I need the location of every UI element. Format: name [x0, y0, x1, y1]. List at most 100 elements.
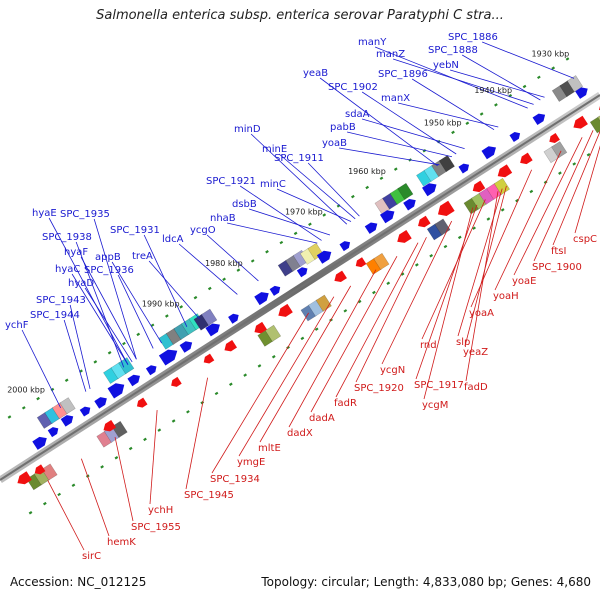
- leader-line-forward: [206, 234, 259, 282]
- gene-label-reverse: SPC_1934: [210, 474, 260, 485]
- leader-line-reverse: [381, 220, 453, 365]
- gene-arrow-forward: [296, 267, 308, 278]
- gene-label-forward: manZ: [376, 49, 405, 60]
- gene-arrow-forward: [205, 323, 220, 337]
- gene-arrow-forward: [269, 285, 281, 296]
- leader-line-reverse: [335, 242, 419, 398]
- leader-line-forward: [226, 222, 318, 244]
- tick-mark: [107, 351, 112, 355]
- gene-arrow-reverse: [254, 321, 267, 334]
- kbp-tick-label: 1970 kbp: [285, 207, 323, 216]
- leader-line-reverse: [465, 191, 499, 382]
- gene-label-forward: minE: [262, 144, 287, 155]
- gene-arrow-reverse: [34, 464, 46, 475]
- gene-label-forward: manY: [358, 37, 387, 48]
- gene-label-forward: yeaB: [303, 68, 328, 79]
- gene-label-forward: SPC_1896: [378, 69, 428, 80]
- kbp-tick-label: 1980 kbp: [205, 259, 243, 268]
- tick-mark: [157, 428, 162, 432]
- leader-line-reverse: [457, 188, 503, 337]
- gene-arrow-reverse: [171, 376, 182, 387]
- tick-mark: [486, 217, 491, 221]
- map-title: Salmonella enterica subsp. enterica sero…: [96, 8, 504, 23]
- gene-label-forward: SPC_1944: [30, 310, 80, 321]
- tick-mark: [257, 364, 262, 368]
- leader-line-reverse: [238, 296, 335, 457]
- leader-line-forward: [143, 234, 188, 327]
- gene-arrow-forward: [32, 436, 47, 450]
- leader-line-forward: [63, 319, 87, 392]
- gene-arrow-reverse: [397, 229, 412, 243]
- tick-mark: [279, 240, 284, 245]
- leader-line-forward: [84, 287, 133, 363]
- tick-mark: [415, 263, 419, 267]
- gene-label-forward: yoaB: [322, 138, 347, 149]
- tick-mark: [122, 341, 126, 346]
- gene-arrow-forward: [79, 406, 91, 417]
- gene-arrow-reverse: [136, 397, 148, 408]
- gene-label-reverse: yoaE: [512, 276, 536, 287]
- gene-arrow-forward: [403, 198, 416, 211]
- leader-line-reverse: [533, 130, 594, 262]
- gene-arrow-reverse: [437, 200, 455, 217]
- tick-mark: [214, 391, 219, 396]
- tick-mark: [229, 382, 233, 386]
- gene-arrow-reverse: [497, 164, 513, 178]
- tick-mark: [457, 235, 462, 240]
- leader-line-reverse: [494, 150, 562, 291]
- leader-line-forward: [248, 208, 331, 236]
- tick-mark: [43, 501, 47, 506]
- gene-block-forward: [397, 182, 414, 200]
- tick-mark: [558, 171, 562, 175]
- gene-block-reverse: [41, 463, 58, 481]
- kbp-tick-label: 1950 kbp: [424, 118, 462, 127]
- kbp-tick-label: 1990 kbp: [142, 299, 180, 308]
- gene-arrow-forward: [458, 163, 470, 174]
- gene-label-forward: SPC_1902: [328, 82, 378, 93]
- gene-label-reverse: ycgN: [380, 365, 405, 376]
- gene-block-reverse: [589, 116, 600, 134]
- tick-mark: [494, 103, 498, 107]
- leader-line-forward: [346, 131, 453, 158]
- gene-arrow-reverse: [573, 115, 588, 129]
- tick-mark: [165, 314, 169, 318]
- leader-line-forward: [411, 78, 495, 131]
- tick-mark: [436, 139, 441, 144]
- gene-arrow-forward: [364, 222, 378, 234]
- tick-mark: [222, 277, 226, 282]
- leader-line-forward: [278, 153, 356, 220]
- gene-block-forward: [118, 357, 135, 375]
- leader-line-forward: [307, 162, 360, 217]
- gene-block-reverse: [493, 177, 511, 195]
- tick-mark: [314, 327, 319, 331]
- gene-label-reverse: mltE: [258, 443, 281, 454]
- tick-mark: [343, 309, 348, 313]
- tick-mark: [322, 213, 327, 217]
- gene-label-reverse: yeaZ: [463, 347, 488, 358]
- gene-block-reverse: [373, 252, 390, 270]
- tick-mark: [472, 226, 476, 230]
- leader-line-forward: [71, 273, 129, 365]
- tick-mark: [379, 176, 384, 181]
- leader-line-forward: [449, 69, 545, 98]
- tick-mark: [50, 387, 55, 392]
- leader-line-forward: [250, 133, 348, 225]
- gene-arrow-reverse: [278, 303, 293, 317]
- gene-label-forward: minD: [234, 124, 261, 135]
- tick-mark: [522, 84, 527, 89]
- tick-mark: [7, 415, 12, 419]
- tick-mark: [565, 57, 570, 61]
- leader-line-forward: [239, 185, 322, 241]
- gene-label-forward: SPC_1888: [428, 45, 478, 56]
- gene-label-reverse: dadA: [309, 413, 335, 424]
- leader-line-reverse: [415, 204, 478, 380]
- leader-line-reverse: [47, 480, 85, 551]
- gene-arrow-reverse: [472, 180, 486, 193]
- tick-mark: [479, 112, 484, 116]
- tick-mark: [551, 66, 556, 70]
- leader-line-forward: [178, 243, 238, 295]
- tick-mark: [429, 253, 434, 258]
- gene-arrow-forward: [60, 415, 74, 427]
- gene-label-reverse: ychH: [148, 505, 173, 516]
- tick-mark: [207, 286, 212, 291]
